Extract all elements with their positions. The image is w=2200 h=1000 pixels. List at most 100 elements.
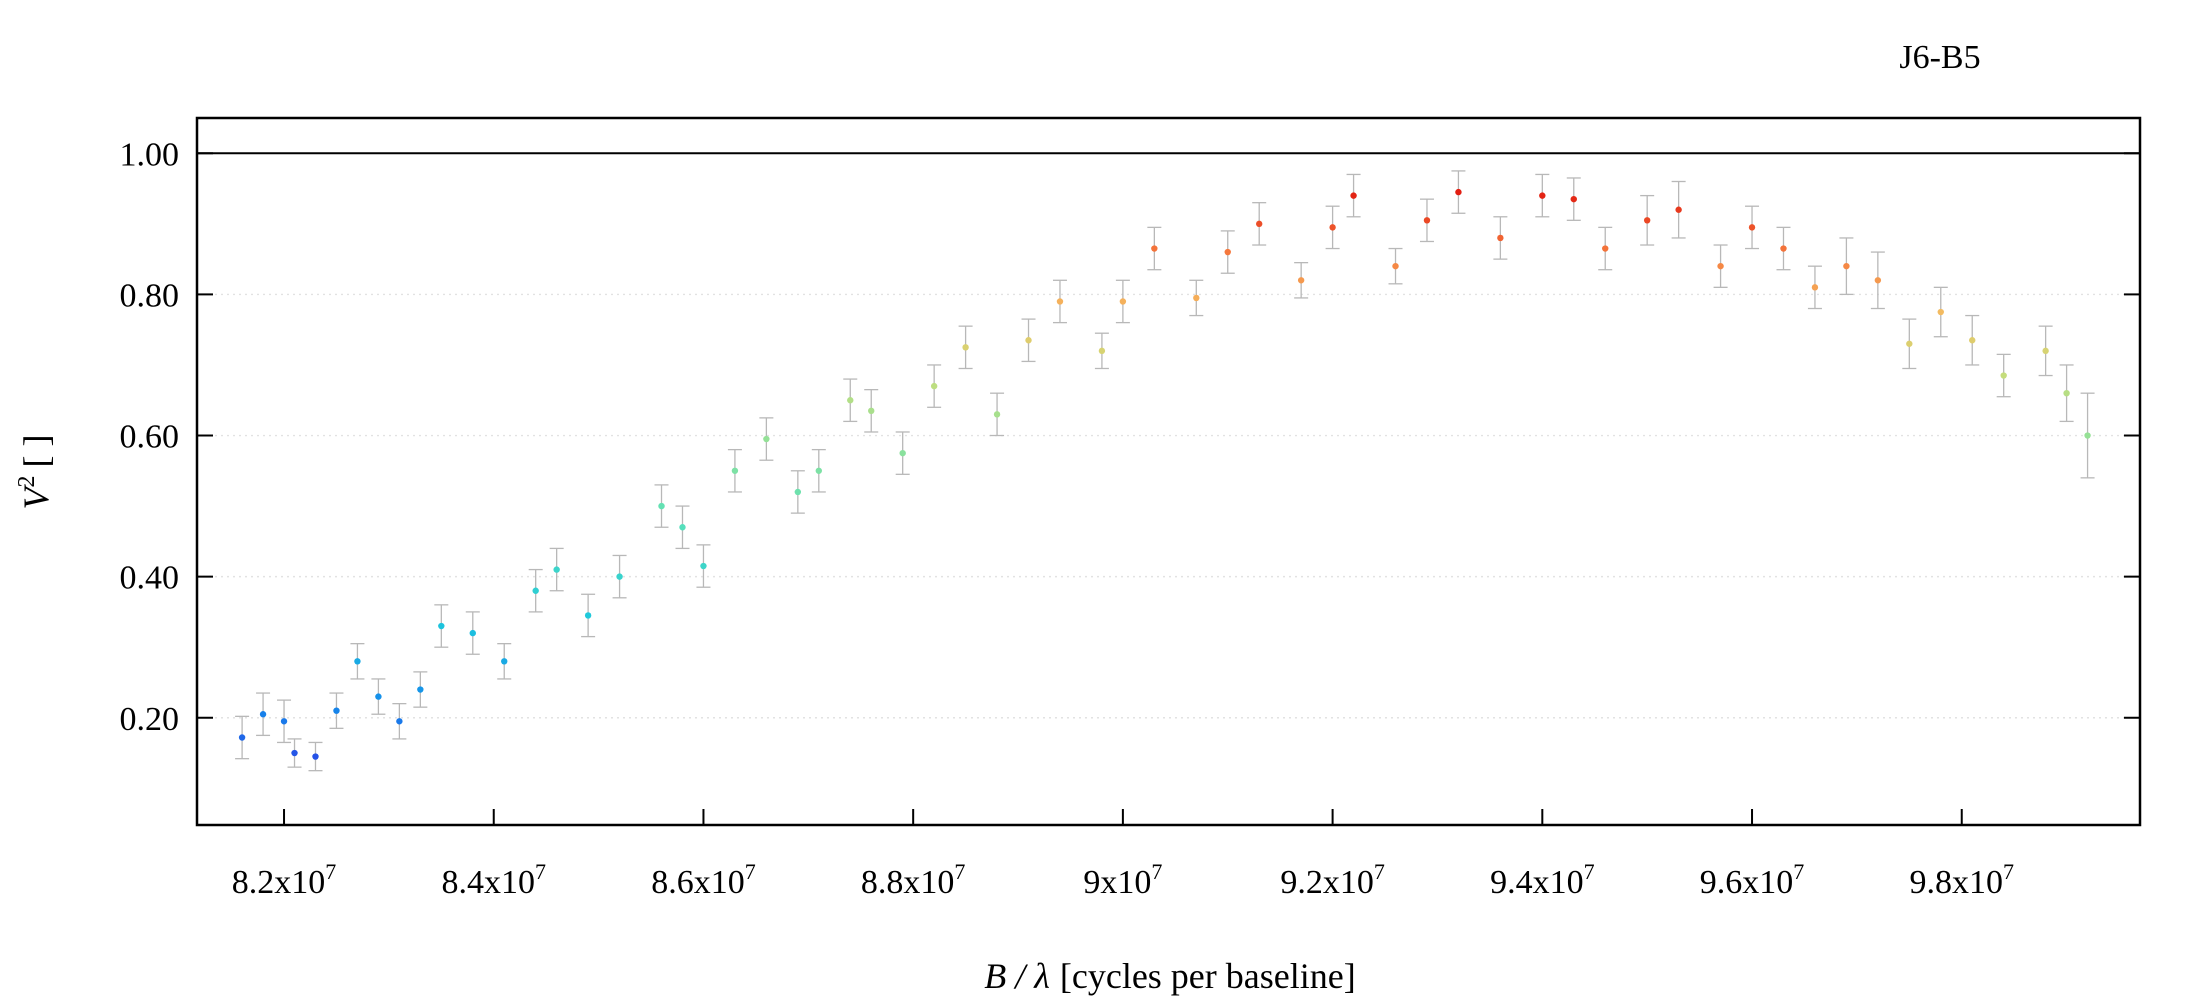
x-tick-label: 8.6x107: [651, 859, 756, 901]
data-marker: [658, 502, 665, 510]
data-point: [308, 741, 323, 772]
data-marker: [679, 524, 686, 531]
data-marker: [553, 566, 560, 573]
data-point: [549, 547, 564, 592]
data-point: [1745, 205, 1760, 250]
data-marker: [1297, 277, 1305, 284]
data-marker: [993, 411, 1001, 418]
data-point: [287, 738, 302, 768]
data-marker: [291, 749, 298, 757]
data-marker: [1025, 337, 1032, 344]
x-tick-label: 9x107: [1083, 859, 1162, 901]
data-marker: [1843, 262, 1850, 270]
data-point: [371, 678, 386, 715]
grid-lines: [197, 152, 2140, 719]
data-marker: [1643, 217, 1651, 224]
data-marker: [2063, 389, 2070, 397]
data-point: [1535, 173, 1550, 218]
data-marker: [731, 467, 739, 474]
data-point: [1451, 170, 1466, 214]
data-marker: [2042, 347, 2049, 355]
data-marker: [1539, 192, 1546, 199]
data-point: [675, 505, 690, 550]
data-point: [1713, 244, 1728, 288]
y-tick-label: 0.80: [120, 277, 180, 314]
data-point: [843, 378, 858, 423]
data-marker: [354, 658, 361, 665]
chart-title: J6-B5: [1899, 39, 1980, 76]
data-marker: [375, 693, 382, 700]
data-point: [759, 417, 774, 461]
data-marker: [584, 612, 592, 619]
data-point: [528, 568, 543, 613]
data-marker: [847, 397, 854, 404]
data-point: [1807, 265, 1822, 310]
data-point: [990, 392, 1005, 437]
data-marker: [1392, 262, 1399, 270]
data-point: [465, 611, 480, 655]
data-marker: [763, 435, 770, 443]
y-tick-label: 0.60: [120, 419, 180, 456]
data-point: [1388, 247, 1403, 285]
data-marker: [1969, 337, 1976, 344]
data-point: [1147, 226, 1162, 271]
data-point: [1325, 205, 1340, 250]
data-point: [497, 643, 512, 680]
data-marker: [1350, 192, 1357, 199]
data-point: [329, 692, 344, 729]
data-marker: [1056, 298, 1064, 305]
data-marker: [868, 407, 875, 415]
data-point: [895, 431, 910, 475]
data-point: [1493, 216, 1508, 260]
data-marker: [1098, 347, 1106, 355]
data-marker: [1811, 284, 1819, 291]
y-tick-label: 0.40: [120, 560, 180, 597]
data-point: [1598, 226, 1613, 271]
data-point: [434, 604, 449, 648]
data-point: [2080, 392, 2095, 479]
y-axis-variable: V: [16, 483, 56, 509]
data-point: [1933, 286, 1948, 338]
data-marker: [1455, 188, 1462, 196]
data-point: [1640, 194, 1655, 246]
data-marker: [238, 734, 246, 741]
data-marker: [501, 658, 508, 665]
data-marker: [1224, 248, 1231, 256]
data-point: [1346, 173, 1361, 218]
data-marker: [2084, 432, 2091, 439]
data-marker: [899, 449, 906, 457]
x-axis-variable: B / λ: [984, 956, 1050, 996]
data-marker: [333, 707, 340, 714]
data-point: [392, 702, 407, 740]
data-point: [581, 593, 596, 638]
plot-frame: [195, 116, 2142, 827]
data-point: [864, 389, 879, 433]
data-points: [235, 170, 2095, 772]
data-marker: [815, 467, 823, 474]
data-marker: [1423, 217, 1431, 224]
data-marker: [438, 622, 445, 630]
data-point: [1094, 332, 1109, 370]
y-axis-exponent: 2: [14, 475, 40, 487]
data-point: [277, 699, 292, 744]
data-point: [1870, 251, 1885, 310]
data-point: [790, 470, 805, 514]
data-marker: [259, 711, 267, 718]
data-point: [1052, 279, 1067, 324]
data-point: [1566, 177, 1581, 221]
data-marker: [1780, 245, 1787, 252]
data-marker: [1602, 245, 1609, 252]
axes: 0.20 0.40 0.60 0.80 1.00 8.2x107 8.4x107 8.6x10…: [120, 136, 2140, 901]
data-marker: [396, 718, 403, 725]
data-marker: [1570, 195, 1577, 203]
data-point: [1671, 180, 1686, 239]
data-point: [350, 643, 365, 680]
data-point: [1115, 279, 1130, 324]
data-marker: [2000, 372, 2007, 379]
data-marker: [532, 587, 539, 594]
data-point: [1252, 202, 1267, 246]
x-tick-label: 8.4x107: [441, 859, 545, 901]
data-marker: [312, 753, 319, 760]
data-point: [811, 448, 826, 493]
